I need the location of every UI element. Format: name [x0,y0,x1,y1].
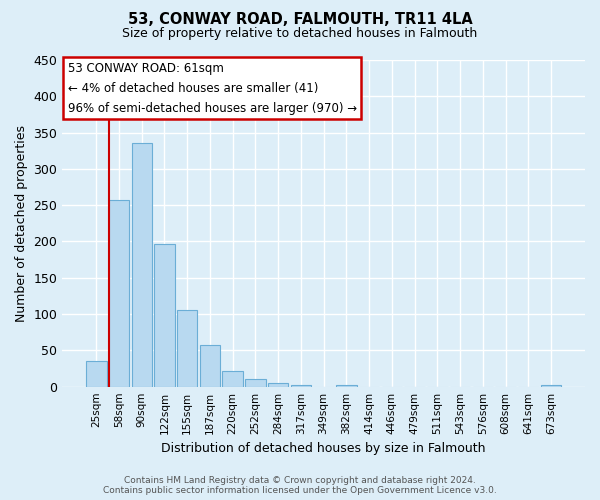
Bar [200,346,220,387]
X-axis label: Distribution of detached houses by size in Falmouth: Distribution of detached houses by size … [161,442,486,455]
Text: Contains HM Land Registry data © Crown copyright and database right 2024.: Contains HM Land Registry data © Crown c… [124,476,476,485]
Bar [177,310,197,386]
Bar [290,385,311,386]
Text: Size of property relative to detached houses in Falmouth: Size of property relative to detached ho… [122,28,478,40]
Bar [336,385,356,386]
Y-axis label: Number of detached properties: Number of detached properties [15,125,28,322]
Bar [86,360,107,386]
Bar [131,144,152,386]
Bar [109,200,129,386]
Bar [268,383,289,386]
Text: Contains public sector information licensed under the Open Government Licence v3: Contains public sector information licen… [103,486,497,495]
Bar [245,378,266,386]
Bar [223,372,243,386]
Text: 53 CONWAY ROAD: 61sqm
← 4% of detached houses are smaller (41)
96% of semi-detac: 53 CONWAY ROAD: 61sqm ← 4% of detached h… [68,62,356,114]
Text: 53, CONWAY ROAD, FALMOUTH, TR11 4LA: 53, CONWAY ROAD, FALMOUTH, TR11 4LA [128,12,472,28]
Bar [541,385,561,386]
Bar [154,244,175,386]
